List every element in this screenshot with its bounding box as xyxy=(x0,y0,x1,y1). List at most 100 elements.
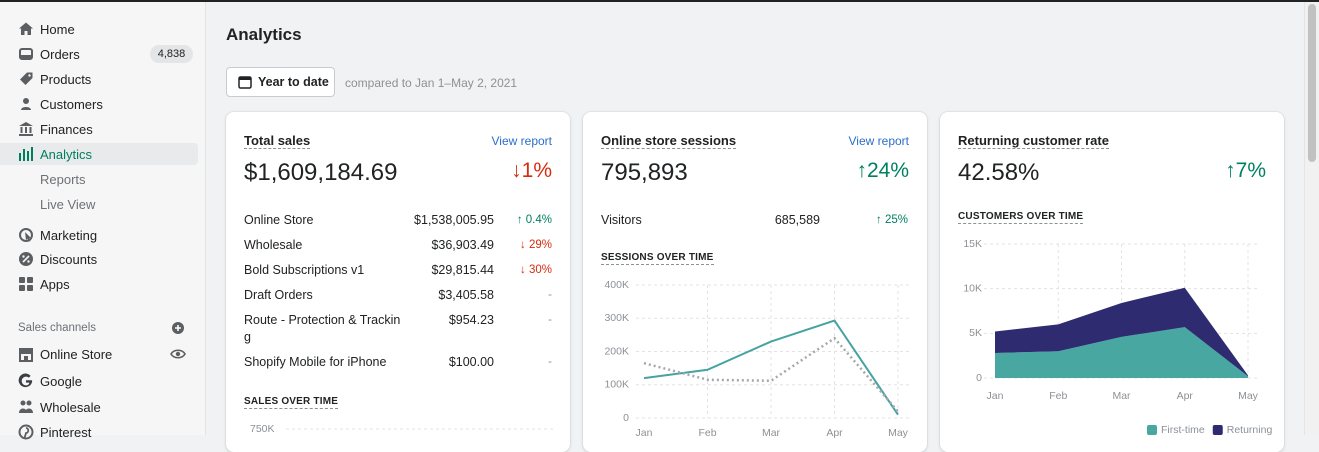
breakdown-row: Online Store $1,538,005.95 ↑ 0.4% xyxy=(244,208,552,233)
legend-label: First-time xyxy=(1161,424,1205,436)
page-title: Analytics xyxy=(226,25,302,44)
icon xyxy=(19,400,33,413)
row-value: $36,903.49 xyxy=(431,238,494,252)
breakdown-row: Wholesale $36,903.49 ↓ 29% xyxy=(244,233,552,258)
x-tick-label: Mar xyxy=(762,427,781,439)
y-tick-label: 400K xyxy=(604,279,629,291)
row-label: Wholesale xyxy=(244,238,303,252)
area-series xyxy=(995,287,1248,377)
breakdown-row: Bold Subscriptions v1 $29,815.44 ↓ 30% xyxy=(244,258,552,283)
y-tick-label: 10K xyxy=(963,282,982,294)
breakdown-row: Draft Orders $3,405.58 - xyxy=(244,283,552,308)
icon xyxy=(18,424,34,440)
nav-item[interactable]: Marketing xyxy=(0,224,198,246)
metric-card: Total sales View report $1,609,184.69 ↓1… xyxy=(226,112,570,452)
button-label: Year to date xyxy=(258,75,329,89)
nav-item-selected[interactable]: Analytics xyxy=(0,143,198,165)
view-report-link[interactable]: View report xyxy=(848,134,909,148)
nav-subitem[interactable]: Live View xyxy=(0,193,198,215)
nav-label: Discounts xyxy=(40,251,98,267)
nav-label: Google xyxy=(40,373,82,389)
nav-label: Marketing xyxy=(40,227,98,243)
nav-label: Apps xyxy=(40,276,70,292)
icon xyxy=(18,373,33,388)
row-change: - xyxy=(548,289,552,301)
nav-label: Orders xyxy=(40,46,80,62)
x-tick-label: May xyxy=(1238,390,1259,402)
view-report-link[interactable]: View report xyxy=(491,134,552,148)
chart-title: SALES OVER TIME xyxy=(244,396,339,409)
icon xyxy=(19,228,33,242)
metric-change: ↓1% xyxy=(511,159,552,182)
legend-swatch xyxy=(1147,425,1157,435)
icon xyxy=(19,252,33,266)
nav-item[interactable]: Customers xyxy=(0,93,198,115)
row-change: ↓ 29% xyxy=(520,239,552,251)
row-label: Route - Protection & Tracking xyxy=(244,313,401,344)
y-tick-label: 750K xyxy=(250,423,275,435)
x-tick-label: Apr xyxy=(826,427,843,439)
badge: 4,838 xyxy=(150,45,193,63)
nav-label: Customers xyxy=(40,96,103,112)
row-change: ↑ 0.4% xyxy=(516,214,552,226)
row-change: ↓ 30% xyxy=(520,264,552,276)
sidebar: Home Orders 4,838 Products Customers Fin… xyxy=(0,2,206,440)
icon xyxy=(21,98,31,110)
view-store-button[interactable] xyxy=(170,348,186,360)
x-tick-label: Mar xyxy=(1112,390,1131,402)
nav-label: Pinterest xyxy=(40,424,92,440)
icon xyxy=(19,48,33,60)
section-title: Sales channels xyxy=(18,322,96,334)
icon xyxy=(19,277,33,291)
scrollbar-thumb[interactable] xyxy=(1308,4,1316,162)
nav-item[interactable]: Pinterest xyxy=(0,421,198,443)
breakdown-table: Online Store $1,538,005.95 ↑ 0.4% Wholesale… xyxy=(244,208,552,375)
metric-card: Returning customer rate 42.58% ↑7% CUSTO… xyxy=(940,112,1284,452)
breakdown-row: Route - Protection & Tracking $954.23 - xyxy=(244,308,552,350)
nav-item[interactable]: Online Store xyxy=(0,343,198,365)
chart: 750K xyxy=(250,423,554,435)
date-range-button[interactable]: Year to date xyxy=(226,67,335,97)
nav-item[interactable]: Discounts xyxy=(0,248,198,270)
x-tick-label: Apr xyxy=(1177,390,1194,402)
row-change: ↑ 25% xyxy=(876,214,908,226)
comparison-text: compared to Jan 1–May 2, 2021 xyxy=(345,76,518,90)
metric-change: ↑7% xyxy=(1225,159,1266,182)
nav-subitem[interactable]: Reports xyxy=(0,168,198,190)
x-tick-label: Feb xyxy=(1049,390,1067,402)
scrollbar[interactable] xyxy=(1304,2,1319,435)
nav-label: Products xyxy=(40,71,92,87)
nav-item[interactable]: Apps xyxy=(0,273,198,295)
row-value: $1,538,005.95 xyxy=(414,213,494,227)
nav-label: Reports xyxy=(40,171,86,187)
nav-item[interactable]: Google xyxy=(0,370,198,392)
nav-item[interactable]: Finances xyxy=(0,118,198,140)
x-tick-label: Feb xyxy=(698,427,716,439)
card-title: Returning customer rate xyxy=(958,133,1109,149)
nav-item[interactable]: Products xyxy=(0,68,198,90)
breakdown-row: Shopify Mobile for iPhone $100.00 - xyxy=(244,350,552,375)
nav-item[interactable]: Home xyxy=(0,18,198,40)
breakdown-row: Visitors 685,589 ↑ 25% xyxy=(601,208,908,233)
nav-label: Online Store xyxy=(40,346,113,362)
legend-label: Returning xyxy=(1227,424,1273,436)
row-value: $3,405.58 xyxy=(438,288,494,302)
add-channel-button[interactable] xyxy=(171,321,185,335)
y-tick-label: 15K xyxy=(963,238,982,250)
nav-item[interactable]: Wholesale xyxy=(0,396,198,418)
nav-label: Live View xyxy=(40,196,96,212)
nav-label: Wholesale xyxy=(40,399,101,415)
card-title: Total sales xyxy=(244,133,311,149)
nav-item[interactable]: Orders 4,838 xyxy=(0,43,198,65)
y-tick-label: 5K xyxy=(969,327,982,339)
row-value: $29,815.44 xyxy=(431,263,494,277)
metric-change: ↑24% xyxy=(856,159,909,182)
icon xyxy=(20,72,33,85)
icon xyxy=(19,122,33,136)
area-series xyxy=(995,327,1248,378)
chart-title: SESSIONS OVER TIME xyxy=(601,252,714,265)
y-tick-label: 300K xyxy=(604,312,629,324)
chart-title: CUSTOMERS OVER TIME xyxy=(958,211,1084,224)
x-tick-label: Jan xyxy=(987,390,1004,402)
metric-card: Online store sessions View report 795,89… xyxy=(583,112,927,452)
